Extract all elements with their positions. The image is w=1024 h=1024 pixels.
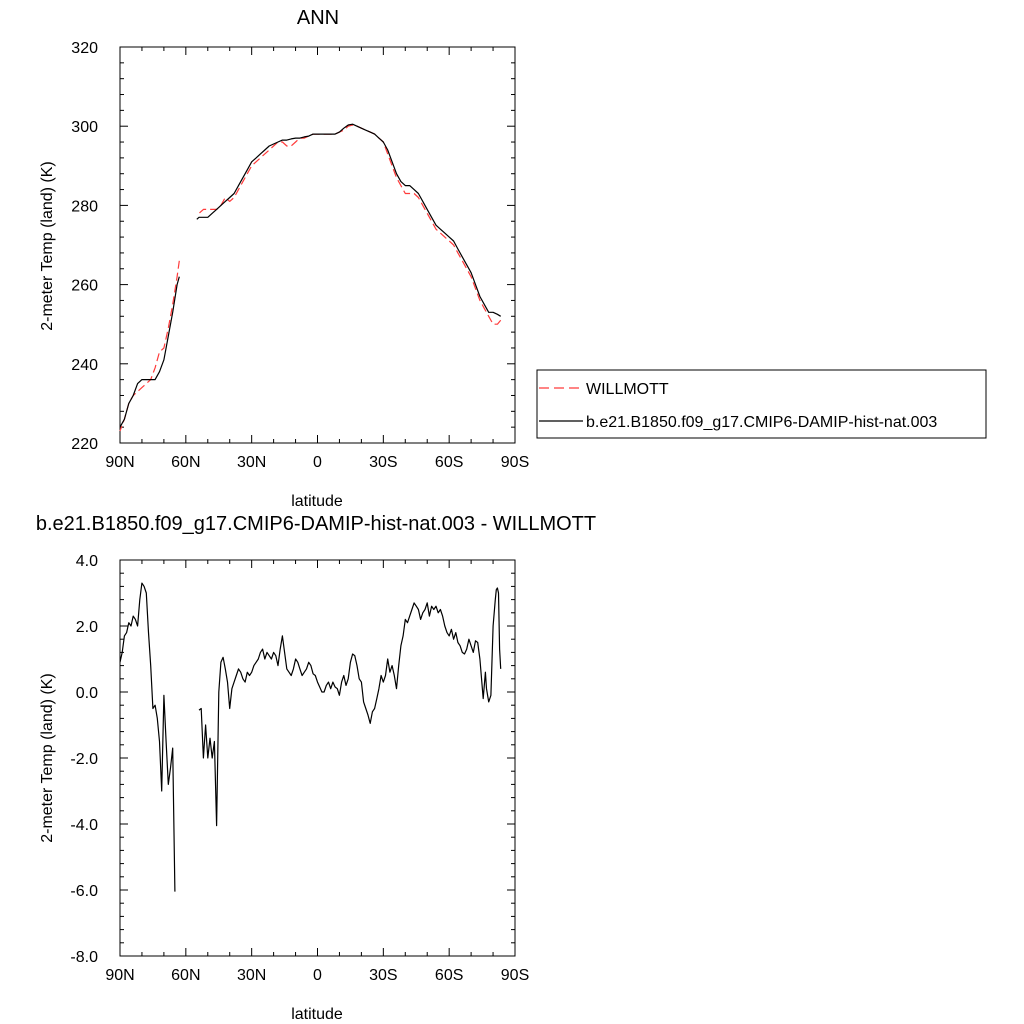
series-line-0 — [119, 582, 176, 892]
y-tick-label: 4.0 — [76, 553, 98, 570]
x-tick-label: 90N — [105, 454, 134, 471]
y-tick-label: 220 — [71, 436, 98, 453]
y-tick-label: 260 — [71, 278, 98, 295]
x-tick-label: 60N — [171, 967, 200, 984]
x-tick-label: 60S — [435, 454, 463, 471]
x-tick-label: 30N — [237, 967, 266, 984]
panel-bottom-difference: b.e21.B1850.f09_g17.CMIP6-DAMIP-hist-nat… — [36, 513, 596, 1023]
x-tick-label: 30S — [369, 967, 397, 984]
x-tick-label: 60S — [435, 967, 463, 984]
series-line-1 — [196, 123, 502, 317]
panel-top-ann: ANN 90N 60N 30N 0 30S 60S 90S 220 240 260 280 300 32… — [39, 7, 987, 510]
legend: WILLMOTT b.e21.B1850.f09_g17.CMIP6-DAMIP… — [536, 369, 987, 439]
plot-frame — [119, 559, 516, 957]
y-tick-label: -6.0 — [70, 883, 98, 900]
x-tick-label: 0 — [313, 454, 322, 471]
x-axis-label-top: latitude — [291, 493, 343, 510]
y-tick-label: 2.0 — [76, 619, 98, 636]
x-tick-label: 90N — [105, 967, 134, 984]
x-axis-label-bottom: latitude — [291, 1006, 343, 1023]
y-axis-label-bottom: 2-meter Temp (land) (K) — [39, 673, 56, 843]
series-line-0 — [196, 124, 502, 325]
y-tick-label: 320 — [71, 40, 98, 57]
y-tick-label: 0.0 — [76, 685, 98, 702]
y-tick-label: 240 — [71, 357, 98, 374]
y-tick-label: -2.0 — [70, 751, 98, 768]
chart-title-difference: b.e21.B1850.f09_g17.CMIP6-DAMIP-hist-nat… — [36, 513, 596, 535]
series-line-0 — [198, 587, 502, 827]
x-tick-label: 60N — [171, 454, 200, 471]
x-tick-label: 30N — [237, 454, 266, 471]
x-tick-label: 0 — [313, 967, 322, 984]
legend-label-willmott: WILLMOTT — [586, 381, 669, 398]
series-line-1 — [119, 276, 180, 428]
plot-area-bottom: 90N 60N 30N 0 30S 60S 90S -8.0 -6.0 -4.0 -2.0 0.0 2.… — [70, 553, 529, 984]
y-tick-label: -4.0 — [70, 817, 98, 834]
legend-label-model: b.e21.B1850.f09_g17.CMIP6-DAMIP-hist-nat… — [586, 414, 937, 431]
y-axis-label-top: 2-meter Temp (land) (K) — [39, 161, 56, 331]
x-tick-label: 90S — [501, 454, 529, 471]
y-tick-label: -8.0 — [70, 949, 98, 966]
plot-area-top: 90N 60N 30N 0 30S 60S 90S 220 240 260 280 300 320 — [71, 40, 529, 471]
x-tick-label: 30S — [369, 454, 397, 471]
legend-box — [536, 369, 987, 439]
x-tick-label: 90S — [501, 967, 529, 984]
chart-title-ann: ANN — [297, 7, 339, 29]
y-tick-label: 280 — [71, 198, 98, 215]
y-tick-label: 300 — [71, 119, 98, 136]
series-line-0 — [119, 260, 180, 432]
